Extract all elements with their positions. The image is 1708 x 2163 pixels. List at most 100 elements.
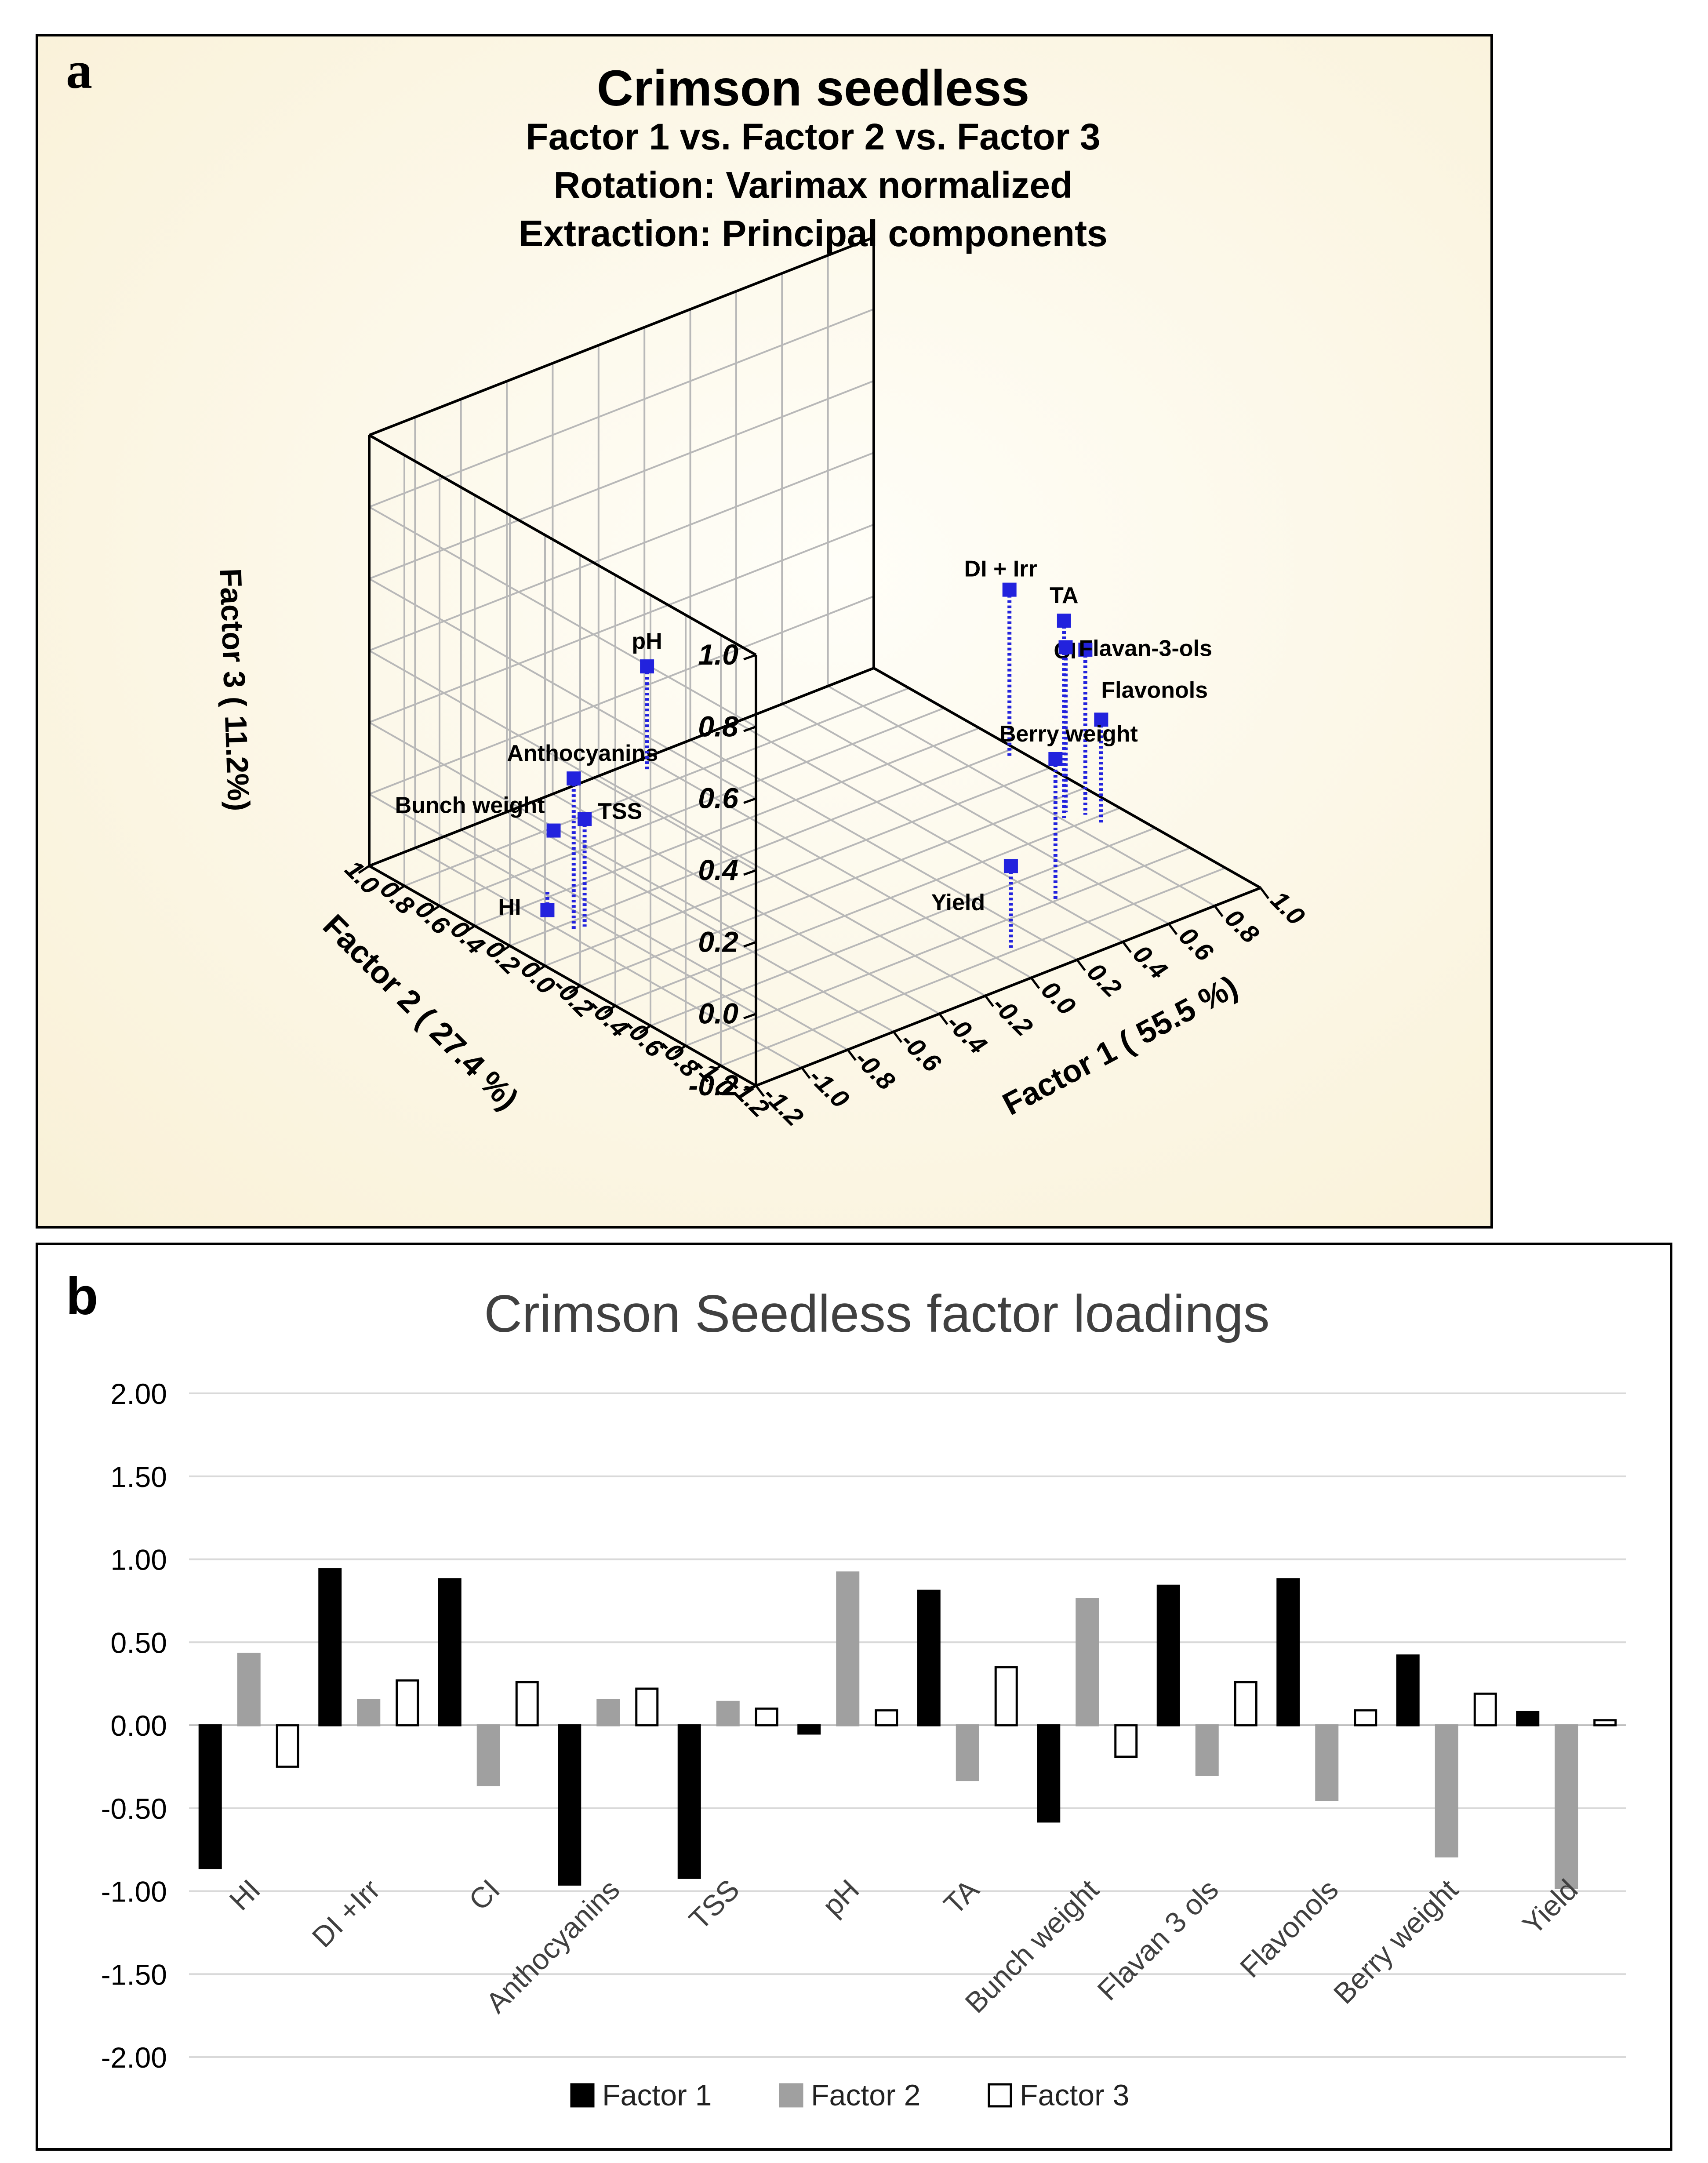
- legend-label: Factor 2: [811, 2079, 920, 2112]
- panel-b-letter: b: [66, 1267, 98, 1326]
- bar: [1315, 1724, 1339, 1801]
- bar: [596, 1699, 620, 1727]
- x-tick-mark: [1122, 941, 1132, 953]
- x-tick-mark: [893, 1031, 903, 1043]
- z-tick-label: -0.2: [688, 1069, 738, 1101]
- bar: [1396, 1654, 1420, 1727]
- bar: [716, 1701, 740, 1727]
- bar: [1076, 1598, 1099, 1727]
- y-tick-mark: [358, 865, 370, 874]
- bar: [635, 1687, 659, 1727]
- z-tick-mark: [743, 869, 756, 876]
- panel-b-bars: [198, 1568, 1617, 1889]
- bar: [956, 1724, 979, 1781]
- z-tick-label: 0.4: [698, 854, 738, 886]
- y-tick-mark: [569, 985, 581, 994]
- bar: [1195, 1724, 1219, 1776]
- legend-label: Factor 3: [1020, 2079, 1129, 2112]
- y-tick-mark: [393, 885, 405, 894]
- wall-grid-line: [369, 380, 874, 580]
- floor-grid-line: [644, 757, 1032, 979]
- point-marker: [1094, 713, 1108, 727]
- y-tick-label: -0.50: [101, 1792, 167, 1825]
- bar: [1516, 1711, 1540, 1727]
- panel-a-subtitle-1: Factor 1 vs. Factor 2 vs. Factor 3: [526, 116, 1100, 157]
- wall-grid-line: [369, 595, 874, 795]
- bar: [1037, 1724, 1061, 1823]
- floor-grid-line: [545, 767, 1050, 967]
- point-marker: [1003, 859, 1018, 873]
- box-edge: [368, 667, 875, 867]
- bar: [1473, 1692, 1497, 1727]
- panel-b-title: Crimson Seedless factor loadings: [484, 1284, 1270, 1343]
- bar: [917, 1589, 941, 1727]
- wall-grid-line: [369, 452, 874, 651]
- bar: [438, 1578, 462, 1727]
- point-marker: [578, 812, 592, 826]
- panel-a-3d-scatter: a Crimson seedless Factor 1 vs. Factor 2…: [36, 34, 1493, 1229]
- floor-grid-line: [439, 707, 945, 907]
- point-marker: [1058, 640, 1073, 654]
- x-tick-mark: [847, 1049, 857, 1061]
- wall-grid-line: [369, 506, 756, 728]
- legend-swatch: [570, 2083, 595, 2108]
- wall-grid-line: [369, 523, 874, 723]
- point-label: DI + Irr: [964, 556, 1037, 582]
- wall-grid-line: [369, 578, 756, 800]
- x-tick-mark: [801, 1067, 811, 1079]
- panel-a-title: Crimson seedless: [597, 60, 1029, 116]
- floor-grid-line: [474, 727, 980, 927]
- y-tick-label: 0.50: [111, 1626, 167, 1659]
- point-label: HI: [498, 894, 521, 920]
- bar: [1354, 1709, 1377, 1727]
- point-label: Yield: [931, 890, 985, 915]
- x-tick-mark: [1030, 977, 1040, 989]
- point-marker: [567, 771, 581, 786]
- bar: [558, 1724, 581, 1886]
- bar: [237, 1653, 261, 1727]
- floor-grid-line: [781, 703, 1170, 925]
- x-tick-mark: [1076, 959, 1086, 971]
- floor-grid-line: [827, 685, 1215, 907]
- z-tick-label: 0.0: [698, 997, 738, 1030]
- floor-grid-line: [720, 867, 1226, 1067]
- point-label: TSS: [598, 799, 642, 824]
- bar: [357, 1699, 381, 1727]
- panel-a-subtitle-3: Extraction: Principal components: [519, 213, 1108, 254]
- x-tick-mark: [1214, 905, 1224, 917]
- y-tick-label: -2.00: [101, 2041, 167, 2074]
- bar: [994, 1666, 1018, 1727]
- y-tick-mark: [498, 945, 511, 954]
- bar: [797, 1724, 821, 1735]
- point-marker: [640, 659, 654, 674]
- point-marker: [1002, 582, 1017, 597]
- y-tick-mark: [463, 925, 476, 934]
- panel-b-bar-chart: b Crimson Seedless factor loadings 2.00 1…: [36, 1243, 1672, 2151]
- x-axis-line: [755, 887, 1261, 1087]
- y-tick-mark: [745, 1084, 757, 1094]
- wall-grid-line: [369, 721, 756, 943]
- z-tick-mark: [743, 654, 756, 661]
- box-edge: [368, 236, 875, 436]
- y-tick-label: 1.00: [111, 1544, 167, 1576]
- panel-b-grid: 2.00 1.50 1.00 0.50 0.00 -0.50 -1.00 -1.50 -2.00: [101, 1378, 1626, 2074]
- point-label: pH: [632, 629, 662, 654]
- y-tick-mark: [674, 1045, 687, 1054]
- bar: [677, 1724, 701, 1879]
- y-tick-mark: [639, 1025, 651, 1034]
- floor-grid-line: [650, 827, 1156, 1027]
- wall-grid-line: [369, 793, 756, 1015]
- panel-a-axes: 1.00.80.60.40.20.0-0.21.00.80.60.40.20.0…: [339, 236, 1310, 1132]
- bar: [515, 1681, 539, 1727]
- legend-label: Factor 1: [602, 2079, 712, 2112]
- y-tick-mark: [428, 905, 440, 914]
- wall-grid-line: [369, 308, 874, 508]
- point-label: Flavan-3-ols: [1079, 636, 1212, 662]
- floor-grid-line: [735, 721, 1123, 943]
- point-label: TA: [1050, 583, 1078, 608]
- y-tick-mark: [709, 1065, 722, 1074]
- bar: [1234, 1681, 1257, 1727]
- bar: [198, 1724, 222, 1869]
